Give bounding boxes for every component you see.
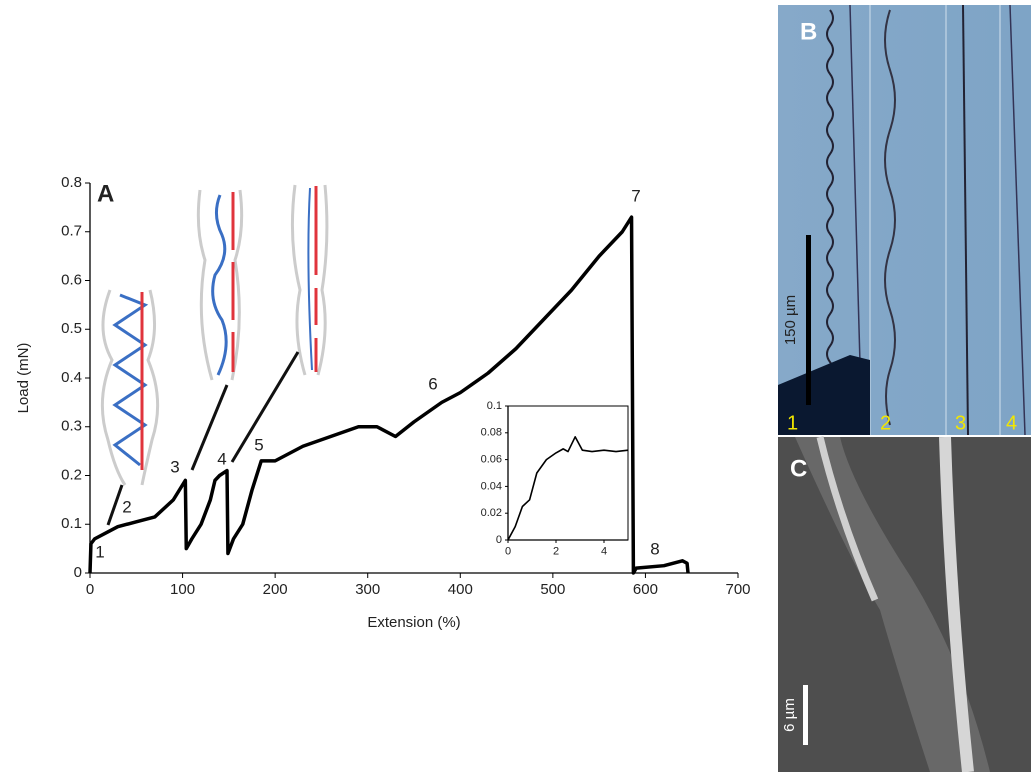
point-annotation: 4 xyxy=(217,449,226,468)
y-tick-label: 0.02 xyxy=(481,507,502,519)
frame-label: 1 xyxy=(787,412,798,434)
y-tick-label: 0.08 xyxy=(481,427,502,439)
panel-label: A xyxy=(97,180,114,207)
y-tick-label: 0.7 xyxy=(61,223,82,240)
cartoon-2 xyxy=(196,189,244,381)
load-curve xyxy=(507,436,629,541)
y-tick-label: 0.1 xyxy=(487,400,502,412)
frame-label: 3 xyxy=(955,412,966,434)
cartoon-1 xyxy=(100,289,160,486)
y-tick-label: 0.3 xyxy=(61,418,82,435)
point-annotation: 1 xyxy=(95,542,104,561)
y-tick-label: 0.5 xyxy=(61,320,82,337)
frame-label: 2 xyxy=(880,412,891,434)
x-tick-label: 300 xyxy=(355,581,380,598)
frame-label: 4 xyxy=(1006,412,1017,434)
point-annotation: 8 xyxy=(650,539,659,558)
point-annotation: 3 xyxy=(170,457,179,476)
x-tick-label: 400 xyxy=(448,581,473,598)
micrograph-b xyxy=(778,4,1031,436)
x-tick-label: 200 xyxy=(263,581,288,598)
point-annotation: 2 xyxy=(122,497,131,516)
y-tick-label: 0 xyxy=(496,534,502,546)
scale-bar-label: 150 µm xyxy=(782,295,799,345)
x-tick-label: 4 xyxy=(601,546,607,558)
y-tick-label: 0.6 xyxy=(61,271,82,288)
y-tick-label: 0.06 xyxy=(481,454,502,466)
y-tick-label: 0 xyxy=(74,564,82,581)
y-tick-label: 0.8 xyxy=(61,174,82,191)
y-tick-label: 0.2 xyxy=(61,466,82,483)
arrows xyxy=(106,351,300,526)
panel-label: C xyxy=(790,455,807,482)
cartoon-3 xyxy=(290,184,329,376)
micrograph-c xyxy=(778,436,1031,772)
x-tick-label: 600 xyxy=(633,581,658,598)
inset-frame xyxy=(507,405,629,541)
x-tick-label: 700 xyxy=(725,581,750,598)
x-tick-label: 100 xyxy=(170,581,195,598)
x-tick-label: 0 xyxy=(86,581,94,598)
y-tick-label: 0.1 xyxy=(61,515,82,532)
y-axis-label: Load (mN) xyxy=(15,343,32,414)
load-curve xyxy=(88,215,690,575)
point-annotation: 6 xyxy=(428,374,437,393)
point-annotation: 5 xyxy=(254,435,263,454)
x-tick-label: 0 xyxy=(505,546,511,558)
scale-bar-label: 6 µm xyxy=(781,698,798,732)
y-tick-label: 0.04 xyxy=(481,480,502,492)
point-annotation: 7 xyxy=(631,186,640,205)
panel-label: B xyxy=(800,18,817,45)
x-tick-label: 500 xyxy=(540,581,565,598)
y-tick-label: 0.4 xyxy=(61,369,82,386)
x-tick-label: 2 xyxy=(553,546,559,558)
x-axis-label: Extension (%) xyxy=(367,614,460,631)
